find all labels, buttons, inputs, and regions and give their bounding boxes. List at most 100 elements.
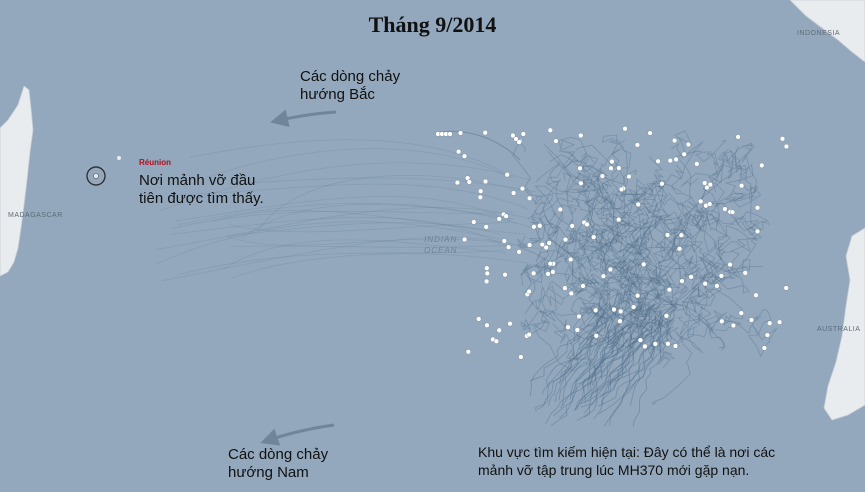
- drift-line-west: [156, 207, 537, 251]
- debris-dot: [530, 270, 537, 276]
- drift-line: [578, 261, 632, 305]
- drift-line: [570, 276, 631, 311]
- debris-dot: [466, 179, 472, 185]
- drift-line: [665, 300, 759, 335]
- drift-line: [602, 189, 646, 233]
- drift-line: [637, 269, 690, 297]
- australia-landmass: [823, 227, 865, 421]
- drift-line: [631, 229, 660, 310]
- drift-line: [625, 308, 664, 348]
- debris-dot: [671, 138, 678, 144]
- drift-line-south: [550, 326, 632, 427]
- drift-line-west: [228, 177, 537, 193]
- drift-line: [632, 178, 650, 291]
- drift-line-west: [226, 222, 502, 237]
- debris-dot: [759, 162, 765, 169]
- drift-line-south: [583, 324, 639, 414]
- drift-line-south: [558, 305, 608, 401]
- drift-line-south: [542, 306, 630, 395]
- debris-dot: [659, 181, 665, 187]
- debris-dot: [611, 306, 617, 313]
- debris-dot: [681, 151, 687, 157]
- drift-line: [578, 177, 608, 312]
- drift-line-south: [554, 307, 605, 402]
- drift-line-south: [629, 304, 677, 407]
- drift-line: [627, 182, 657, 237]
- drift-line: [576, 189, 639, 274]
- debris-dot: [519, 186, 526, 192]
- drift-line: [606, 238, 635, 288]
- debris-dot: [714, 283, 720, 289]
- drift-line: [583, 313, 626, 373]
- indonesia-label: INDONESIA: [797, 30, 841, 37]
- drift-line: [584, 188, 631, 228]
- drift-line-south: [545, 312, 625, 424]
- drift-line-south: [612, 300, 673, 391]
- drift-line: [656, 210, 745, 284]
- south-currents-line-2: hướng Nam: [228, 464, 309, 481]
- debris-dot: [672, 343, 679, 349]
- debris-dot: [576, 313, 582, 320]
- drift-line: [646, 247, 678, 353]
- debris-dot: [616, 217, 622, 223]
- debris-dot: [546, 240, 552, 246]
- debris-dot: [501, 238, 507, 244]
- drift-line-south: [581, 308, 655, 404]
- drift-line: [633, 303, 676, 335]
- debris-dot: [493, 338, 500, 344]
- debris-dot: [616, 165, 622, 171]
- drift-line: [587, 217, 668, 283]
- debris-dot: [504, 172, 510, 178]
- debris-dot: [600, 273, 607, 279]
- drift-line: [653, 231, 682, 265]
- drift-line: [626, 276, 699, 349]
- drift-line: [727, 154, 752, 200]
- drift-line-south: [601, 322, 661, 406]
- drift-line: [714, 183, 763, 260]
- debris-dot: [652, 341, 658, 347]
- debris-dot: [753, 292, 759, 298]
- drift-line: [530, 214, 628, 284]
- debris-dot: [707, 182, 713, 188]
- map-title: Tháng 9/2014: [368, 12, 497, 37]
- drift-line-south: [559, 309, 608, 385]
- drift-line: [653, 141, 704, 206]
- debris-dot: [599, 173, 606, 179]
- drift-line: [563, 227, 620, 294]
- debris-dot: [477, 194, 483, 200]
- drift-line: [687, 139, 727, 212]
- drift-line: [571, 173, 599, 217]
- drift-line: [573, 255, 624, 353]
- drift-line: [588, 302, 639, 335]
- drift-line: [684, 238, 751, 281]
- drift-line: [734, 211, 771, 236]
- debris-dot: [591, 234, 597, 240]
- drift-line-west: [171, 217, 502, 245]
- south-current-arrow: [260, 423, 335, 446]
- debris-dot: [562, 237, 569, 243]
- drift-line: [605, 202, 638, 254]
- drift-line: [612, 214, 677, 279]
- ocean-label-line-2: OCEAN: [424, 246, 458, 255]
- reunion-label: Réunion: [139, 158, 171, 167]
- drift-line: [625, 217, 702, 277]
- drift-line-south: [593, 326, 652, 420]
- drift-line: [647, 291, 667, 346]
- debris-dot: [609, 159, 615, 165]
- drift-line-west: [206, 148, 513, 179]
- debris-dot: [748, 317, 755, 323]
- drift-line-south: [576, 323, 610, 411]
- debris-dot: [678, 232, 685, 238]
- north-current-arrow: [270, 109, 337, 128]
- australia-label: AUSTRALIA: [817, 326, 861, 333]
- indonesia-landmass: [789, 0, 865, 63]
- drift-line: [696, 265, 763, 294]
- debris-dot: [568, 256, 574, 263]
- debris-dot: [526, 195, 533, 201]
- drift-line: [520, 285, 551, 332]
- drift-line: [668, 257, 726, 326]
- drift-line-south: [598, 305, 676, 414]
- drift-line: [616, 264, 644, 307]
- debris-dot: [647, 130, 653, 136]
